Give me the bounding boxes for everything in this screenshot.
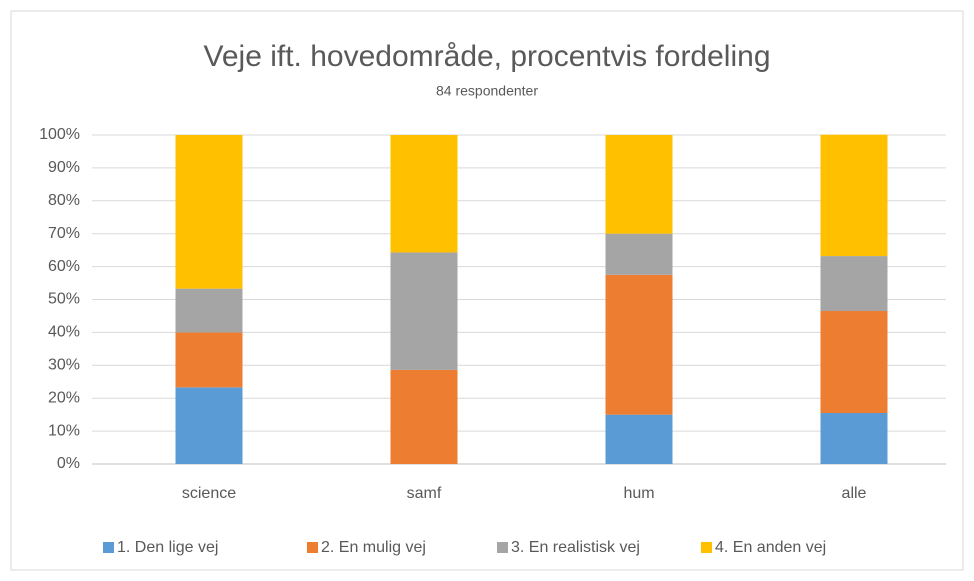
chart-border xyxy=(10,10,964,571)
bar-segment xyxy=(175,288,243,333)
y-tick-label: 100% xyxy=(39,126,80,143)
bar-segment xyxy=(605,274,673,415)
y-tick-label: 90% xyxy=(48,159,80,176)
bar-segment xyxy=(820,134,888,257)
bar-segment xyxy=(175,135,243,289)
bar-segment xyxy=(605,135,673,234)
chart-title: Veje ift. hovedområde, procentvis fordel… xyxy=(204,40,771,73)
x-tick-label: samf xyxy=(407,485,442,502)
y-tick-label: 50% xyxy=(48,291,80,308)
bar-segment xyxy=(390,252,458,370)
y-tick-label: 60% xyxy=(48,258,80,275)
chart-subtitle: 84 respondenter xyxy=(436,83,538,99)
y-tick-label: 20% xyxy=(48,389,80,406)
legend-label: 1. Den lige vej xyxy=(117,539,218,556)
y-tick-label: 0% xyxy=(57,455,80,472)
bar-segment xyxy=(175,332,243,388)
legend-swatch xyxy=(497,542,508,553)
legend-swatch xyxy=(701,542,712,553)
legend-label: 3. En realistisk vej xyxy=(511,539,640,556)
bar-segment xyxy=(390,135,458,253)
legend-label: 2. En mulig vej xyxy=(321,539,426,556)
y-tick-label: 10% xyxy=(48,422,80,439)
y-tick-label: 30% xyxy=(48,357,80,374)
x-tick-label: alle xyxy=(842,485,867,502)
bar-segment xyxy=(605,414,673,464)
bar-segment xyxy=(175,387,243,464)
legend-label: 4. En anden vej xyxy=(715,539,826,556)
y-tick-label: 40% xyxy=(48,324,80,341)
bar-segment xyxy=(820,256,888,312)
bar-segment xyxy=(820,413,888,464)
x-tick-label: science xyxy=(182,485,236,502)
legend-swatch xyxy=(103,542,114,553)
x-tick-label: hum xyxy=(623,485,654,502)
bar-segment xyxy=(605,233,673,275)
bar-segment xyxy=(820,311,888,414)
y-tick-label: 80% xyxy=(48,192,80,209)
y-tick-label: 70% xyxy=(48,225,80,242)
legend-swatch xyxy=(307,542,318,553)
bar-segment xyxy=(390,369,458,464)
